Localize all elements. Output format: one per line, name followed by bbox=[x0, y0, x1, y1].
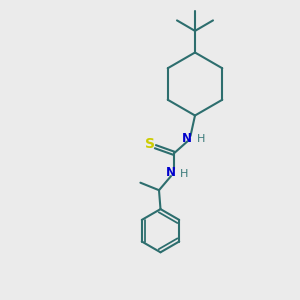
Text: H: H bbox=[180, 169, 189, 179]
Text: N: N bbox=[182, 132, 192, 145]
Text: S: S bbox=[145, 137, 155, 151]
Text: N: N bbox=[165, 166, 176, 179]
Text: H: H bbox=[197, 134, 205, 144]
